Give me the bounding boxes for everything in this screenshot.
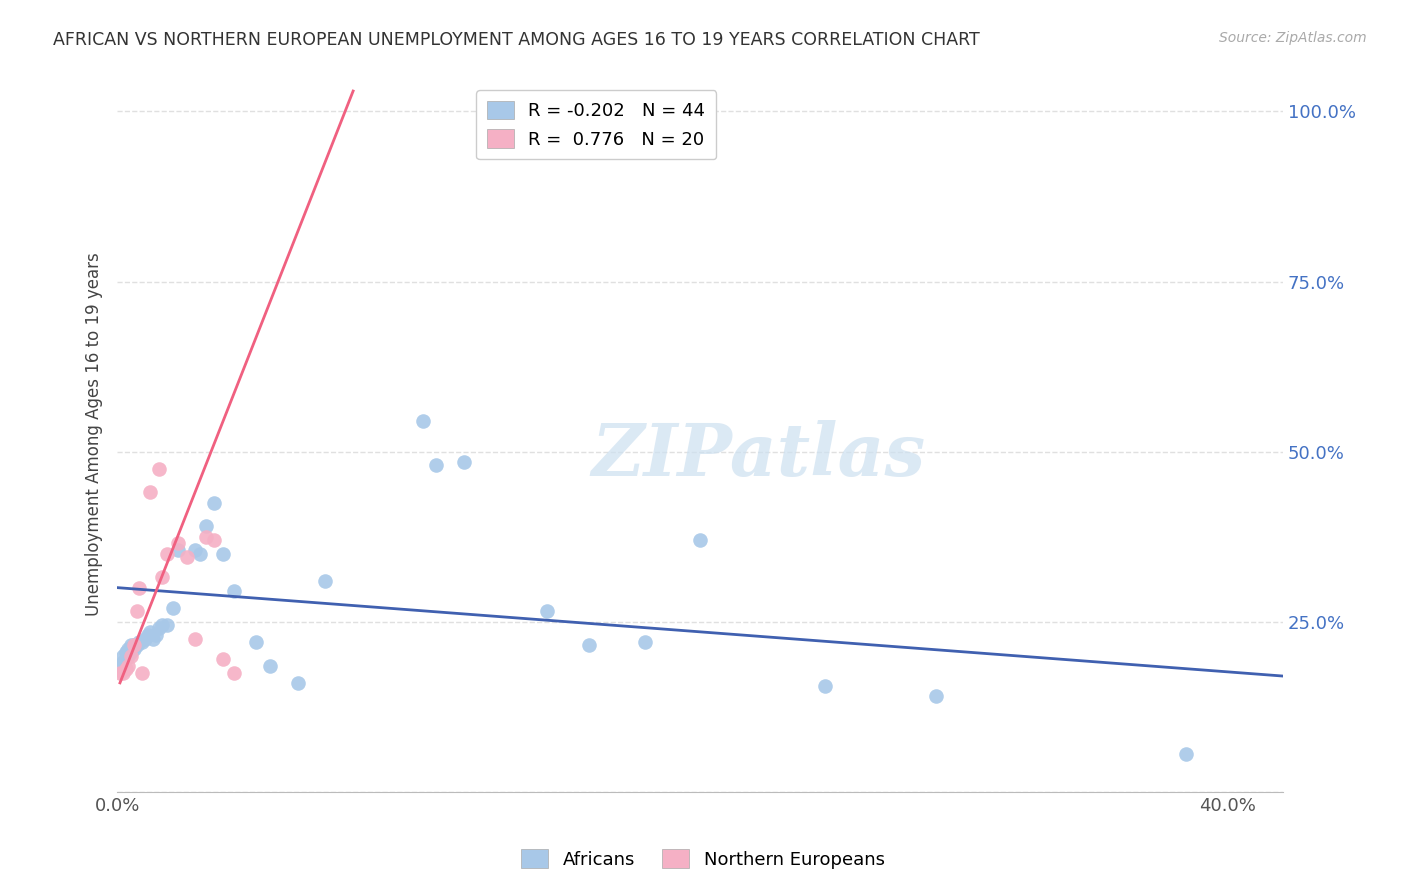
Point (111, 656, 134, 670)
Point (314, 574, 336, 588)
Point (195, 519, 218, 533)
Point (453, 455, 475, 469)
Point (136, 628, 159, 642)
Point (167, 543, 190, 558)
Point (125, 639, 148, 653)
Point (633, 635, 655, 649)
Point (142, 632, 165, 646)
Point (117, 648, 139, 663)
Point (184, 632, 207, 646)
Point (1174, 747, 1197, 762)
Point (117, 641, 139, 656)
Point (925, 690, 948, 704)
Point (190, 547, 212, 561)
Point (108, 658, 131, 673)
Point (195, 530, 218, 544)
Point (287, 676, 309, 690)
Text: Source: ZipAtlas.com: Source: ZipAtlas.com (1219, 31, 1367, 45)
Point (222, 584, 245, 599)
Point (139, 624, 162, 639)
Point (202, 533, 225, 547)
Point (162, 601, 184, 615)
Point (536, 604, 558, 618)
Point (120, 648, 142, 663)
Point (259, 658, 281, 673)
Point (128, 581, 150, 595)
Point (222, 665, 245, 680)
Point (111, 665, 134, 680)
Point (150, 618, 173, 632)
Point (125, 604, 148, 618)
Point (184, 543, 207, 558)
Point (120, 645, 142, 659)
Point (114, 652, 136, 666)
Point (120, 639, 142, 653)
Point (145, 628, 167, 642)
Point (578, 639, 600, 653)
Point (202, 495, 225, 509)
Point (425, 458, 447, 473)
Point (211, 652, 233, 666)
Point (412, 414, 434, 428)
Point (111, 648, 134, 663)
Text: AFRICAN VS NORTHERN EUROPEAN UNEMPLOYMENT AMONG AGES 16 TO 19 YEARS CORRELATION : AFRICAN VS NORTHERN EUROPEAN UNEMPLOYMEN… (53, 31, 980, 49)
Text: ZIPatlas: ZIPatlas (592, 420, 925, 491)
Point (117, 658, 139, 673)
Point (814, 679, 837, 693)
Point (114, 662, 136, 676)
Point (211, 547, 233, 561)
Point (128, 635, 150, 649)
Point (156, 547, 179, 561)
Point (122, 639, 145, 653)
Y-axis label: Unemployment Among Ages 16 to 19 years: Unemployment Among Ages 16 to 19 years (86, 252, 103, 616)
Point (122, 641, 145, 656)
Point (134, 632, 156, 646)
Point (131, 665, 153, 680)
Point (114, 645, 136, 659)
Point (131, 635, 153, 649)
Point (167, 536, 190, 550)
Legend: Africans, Northern Europeans: Africans, Northern Europeans (515, 842, 891, 876)
Legend: R = -0.202   N = 44, R =  0.776   N = 20: R = -0.202 N = 44, R = 0.776 N = 20 (477, 90, 716, 160)
Point (156, 618, 179, 632)
Point (139, 485, 162, 500)
Point (150, 570, 173, 584)
Point (245, 635, 267, 649)
Point (108, 665, 131, 680)
Point (689, 533, 711, 547)
Point (122, 639, 145, 653)
Point (176, 549, 198, 564)
Point (148, 622, 170, 636)
Point (148, 461, 170, 475)
